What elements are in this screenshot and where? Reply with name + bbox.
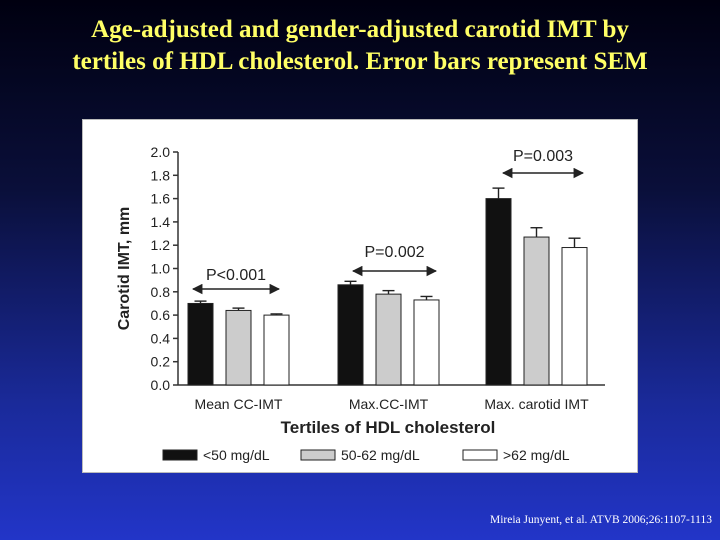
slide-title: Age-adjusted and gender-adjusted carotid… <box>0 14 720 78</box>
significance-label: P=0.002 <box>364 244 424 261</box>
slide-title-line-2: tertiles of HDL cholesterol. Error bars … <box>72 48 648 75</box>
slide-title-line-1: Age-adjusted and gender-adjusted carotid… <box>91 16 629 43</box>
y-tick-label: 2.0 <box>151 144 171 160</box>
y-tick-label: 1.2 <box>151 237 171 253</box>
legend-label: <50 mg/dL <box>203 447 270 463</box>
bar <box>375 293 402 386</box>
y-tick-label: 0.0 <box>151 377 171 393</box>
chart-panel: 0.0 0.2 0.4 0.6 0.8 1.0 1.2 1.4 1.6 1.8 2.0 Carotid… <box>82 119 638 473</box>
y-tick-label: 1.6 <box>151 191 171 207</box>
y-tick-label: 0.2 <box>151 354 171 370</box>
legend-label: 50-62 mg/dL <box>341 447 420 463</box>
bar <box>225 309 252 386</box>
bar <box>485 198 512 386</box>
y-tick-label: 1.0 <box>151 261 171 277</box>
citation: Mireia Junyent, et al. ATVB 2006;26:1107… <box>490 514 712 526</box>
y-tick-label: 0.4 <box>151 330 171 346</box>
legend-swatch <box>462 449 498 461</box>
bar <box>523 236 550 386</box>
bar <box>561 247 588 386</box>
legend-label: >62 mg/dL <box>503 447 570 463</box>
x-tick-label: Max. carotid IMT <box>484 396 589 412</box>
legend-swatch <box>162 449 198 461</box>
y-tick-label: 0.6 <box>151 307 171 323</box>
bar <box>337 284 364 386</box>
bar <box>413 299 440 386</box>
y-axis-title: Carotid IMT, mm <box>116 207 133 331</box>
y-tick-label: 1.4 <box>151 214 171 230</box>
x-axis-title: Tertiles of HDL cholesterol <box>281 418 496 437</box>
x-tick-label: Mean CC-IMT <box>195 396 283 412</box>
legend-swatch <box>300 449 336 461</box>
significance-label: P=0.003 <box>513 148 573 165</box>
bar <box>187 302 214 386</box>
y-tick-label: 0.8 <box>151 284 171 300</box>
bar-chart: 0.0 0.2 0.4 0.6 0.8 1.0 1.2 1.4 1.6 1.8 2.0 Carotid… <box>116 144 605 463</box>
y-tick-label: 1.8 <box>151 167 171 183</box>
bar <box>263 314 290 386</box>
significance-label: P<0.001 <box>206 267 266 284</box>
x-tick-label: Max.CC-IMT <box>349 396 429 412</box>
